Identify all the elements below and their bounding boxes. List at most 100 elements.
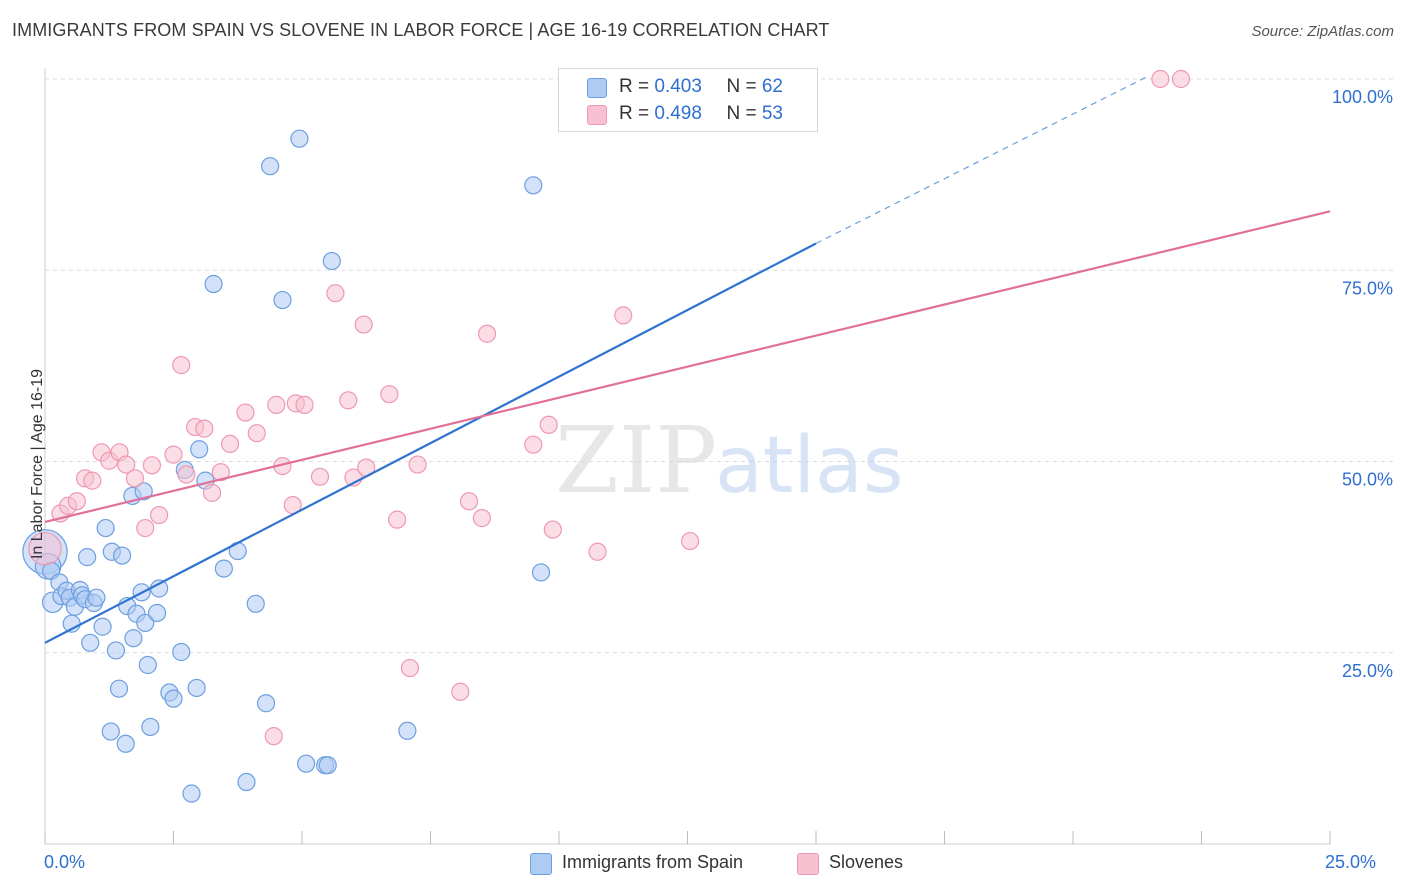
r-label: R = [619, 103, 655, 124]
data-point [297, 754, 316, 773]
data-point [195, 419, 214, 438]
n-value: 62 [761, 76, 783, 97]
data-point [138, 655, 157, 675]
data-point [177, 465, 196, 484]
y-tick-label: 100.0% [1332, 87, 1393, 107]
data-point [125, 469, 145, 488]
data-point [202, 483, 222, 502]
data-point [150, 505, 169, 525]
trend-line-slovenes [44, 210, 1331, 524]
data-point [172, 642, 191, 662]
data-point [93, 617, 112, 636]
data-point [246, 594, 265, 613]
data-point [187, 678, 206, 698]
data-point [109, 679, 129, 698]
data-point [261, 157, 280, 176]
data-point [400, 658, 420, 678]
data-point [87, 588, 106, 607]
gridlines [45, 78, 1393, 654]
data-point [164, 689, 183, 708]
legend-swatch-blue [530, 853, 552, 875]
data-point [531, 563, 551, 582]
trend-lines [44, 74, 1331, 644]
data-point [214, 559, 233, 578]
data-point [247, 424, 266, 443]
data-point [398, 721, 417, 740]
data-point [134, 482, 153, 501]
n-value: 53 [761, 103, 783, 124]
n-label: N = [726, 103, 762, 124]
data-point [326, 284, 345, 303]
data-point [614, 306, 633, 325]
data-point [543, 520, 562, 539]
trend-line-spain [44, 242, 817, 644]
data-point [141, 717, 160, 737]
data-point [1151, 69, 1170, 89]
data-point [112, 546, 132, 565]
data-point [354, 315, 373, 334]
data-point [256, 694, 276, 713]
series-legend: Immigrants from Spain Slovenes [530, 852, 950, 876]
data-point [136, 613, 155, 633]
data-point [106, 641, 126, 660]
swatch-blue [587, 78, 607, 98]
r-value: 0.403 [654, 76, 702, 97]
data-point [477, 324, 497, 343]
data-point [96, 518, 115, 538]
watermark-zip: ZIP [555, 407, 717, 514]
y-tick-labels: 25.0% 50.0% 75.0% 100.0% [1332, 87, 1393, 681]
y-tick-label: 50.0% [1342, 470, 1393, 490]
data-point [78, 548, 97, 567]
series-immigrants-from-spain [22, 69, 628, 803]
data-point [459, 492, 479, 511]
x-tick-max: 25.0% [1325, 852, 1377, 872]
data-point [318, 756, 337, 775]
series-slovenes [28, 69, 1191, 746]
data-point [539, 415, 558, 434]
r-value: 0.498 [654, 103, 702, 124]
data-point [83, 471, 102, 490]
data-point [524, 176, 543, 195]
data-point [81, 633, 100, 652]
axes [44, 68, 1331, 845]
data-point [28, 531, 62, 566]
y-axis-label: In Labor Force | Age 16-19 [29, 368, 46, 560]
data-point [1171, 69, 1191, 89]
data-point [236, 403, 255, 422]
data-point [136, 518, 155, 538]
data-point [588, 542, 607, 561]
data-point [117, 455, 136, 474]
data-point [190, 440, 209, 459]
data-point [472, 509, 491, 528]
data-point [273, 290, 292, 310]
swatch-pink [587, 105, 607, 125]
chart-title: IMMIGRANTS FROM SPAIN VS SLOVENE IN LABO… [12, 20, 830, 40]
data-point [451, 682, 470, 701]
data-point [142, 456, 162, 475]
data-point [101, 722, 120, 741]
data-point [211, 463, 230, 482]
data-point [339, 391, 358, 410]
data-point [408, 455, 427, 474]
data-point [322, 251, 341, 271]
legend-label-slovenes: Slovenes [829, 852, 904, 872]
watermark-atlas: atlas [715, 421, 904, 511]
data-point [295, 395, 314, 414]
data-point [290, 129, 309, 148]
trend-line-spain-extension [815, 74, 1151, 245]
data-point [680, 531, 700, 551]
data-point [264, 727, 283, 746]
source-credit: Source: ZipAtlas.com [1251, 23, 1394, 40]
data-point [147, 603, 167, 623]
data-point [267, 395, 286, 414]
data-point [182, 784, 201, 803]
data-point [220, 434, 240, 454]
data-point [67, 492, 86, 511]
data-point [124, 629, 143, 648]
r-label: R = [619, 76, 655, 97]
x-tick-min: 0.0% [44, 852, 86, 872]
y-tick-label: 25.0% [1342, 661, 1393, 681]
y-tick-label: 75.0% [1342, 278, 1393, 298]
data-point [380, 385, 399, 404]
